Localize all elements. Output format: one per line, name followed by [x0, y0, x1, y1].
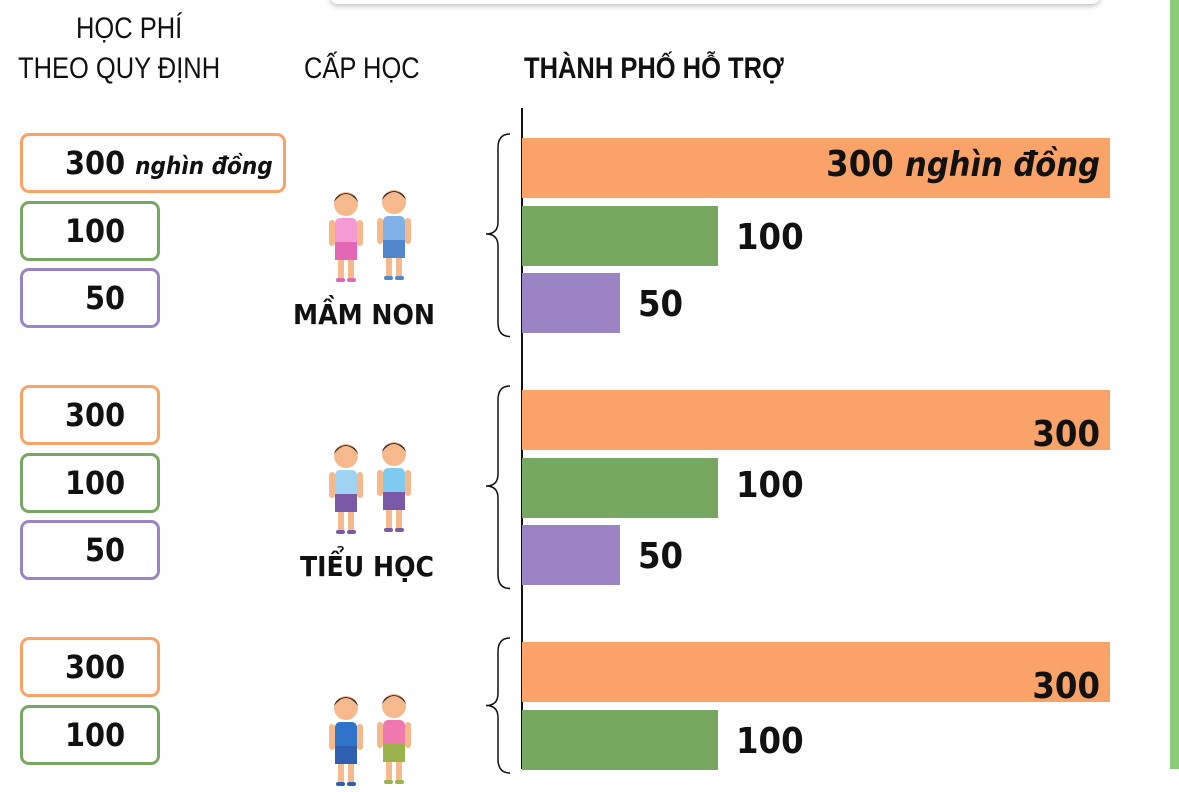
bar-unit: nghìn đồng [905, 145, 1100, 185]
bar-300 [522, 642, 1110, 702]
header-fee-line1: HỌC PHÍ [76, 12, 183, 45]
child-icon [377, 190, 411, 280]
fee-box: 300 nghìn đồng [20, 133, 286, 193]
fee-value: 300 [65, 396, 126, 434]
bar-300 [522, 138, 1110, 198]
child-icon [329, 192, 363, 282]
fee-value: 100 [65, 463, 126, 502]
fee-value: 100 [65, 715, 126, 754]
fee-box: 100 [20, 704, 160, 765]
fee-unit: nghìn đồng [135, 152, 273, 180]
header-level: CẤP HỌC [304, 52, 420, 85]
header-support: THÀNH PHỐ HỖ TRỢ [524, 52, 784, 85]
bar-value: 300 [826, 144, 894, 185]
child-icon [329, 696, 363, 786]
child-icon [329, 444, 363, 534]
bar-50 [522, 525, 620, 585]
bar-100 [522, 709, 718, 770]
bar-100 [522, 457, 718, 518]
group-brace [485, 133, 511, 338]
bar-label: 50 [638, 284, 684, 325]
fee-box: 50 [20, 520, 160, 580]
fee-box: 50 [20, 268, 160, 328]
bar-300 [522, 390, 1110, 450]
bar-label: 100 [736, 464, 804, 506]
child-icon [377, 694, 411, 784]
bar-label: 100 [736, 216, 804, 258]
bar-label: 300 [1032, 666, 1100, 707]
bar-100 [522, 205, 718, 266]
level-label: MẦM NON [293, 298, 435, 331]
fee-value: 300 [65, 144, 126, 182]
level-label: TIỂU HỌC [300, 550, 434, 583]
fee-value: 50 [84, 531, 125, 569]
fee-value: 100 [65, 211, 126, 250]
bar-label: 300 nghìn đồng [826, 135, 1100, 195]
fee-value: 50 [84, 279, 125, 317]
top-card [330, 0, 1100, 4]
child-icon [377, 442, 411, 532]
group-brace [485, 385, 511, 590]
fee-box: 300 [20, 385, 160, 445]
fee-box: 100 [20, 452, 160, 513]
bar-label: 300 [1032, 414, 1100, 455]
header-fee-line2: THEO QUY ĐỊNH [18, 52, 221, 85]
right-accent-bar [1170, 0, 1179, 769]
bar-50 [522, 273, 620, 333]
group-brace [485, 637, 511, 774]
fee-box: 100 [20, 200, 160, 261]
bar-label: 100 [736, 720, 804, 762]
fee-box: 300 [20, 637, 160, 697]
bar-label: 50 [638, 536, 684, 577]
fee-value: 300 [65, 648, 126, 686]
